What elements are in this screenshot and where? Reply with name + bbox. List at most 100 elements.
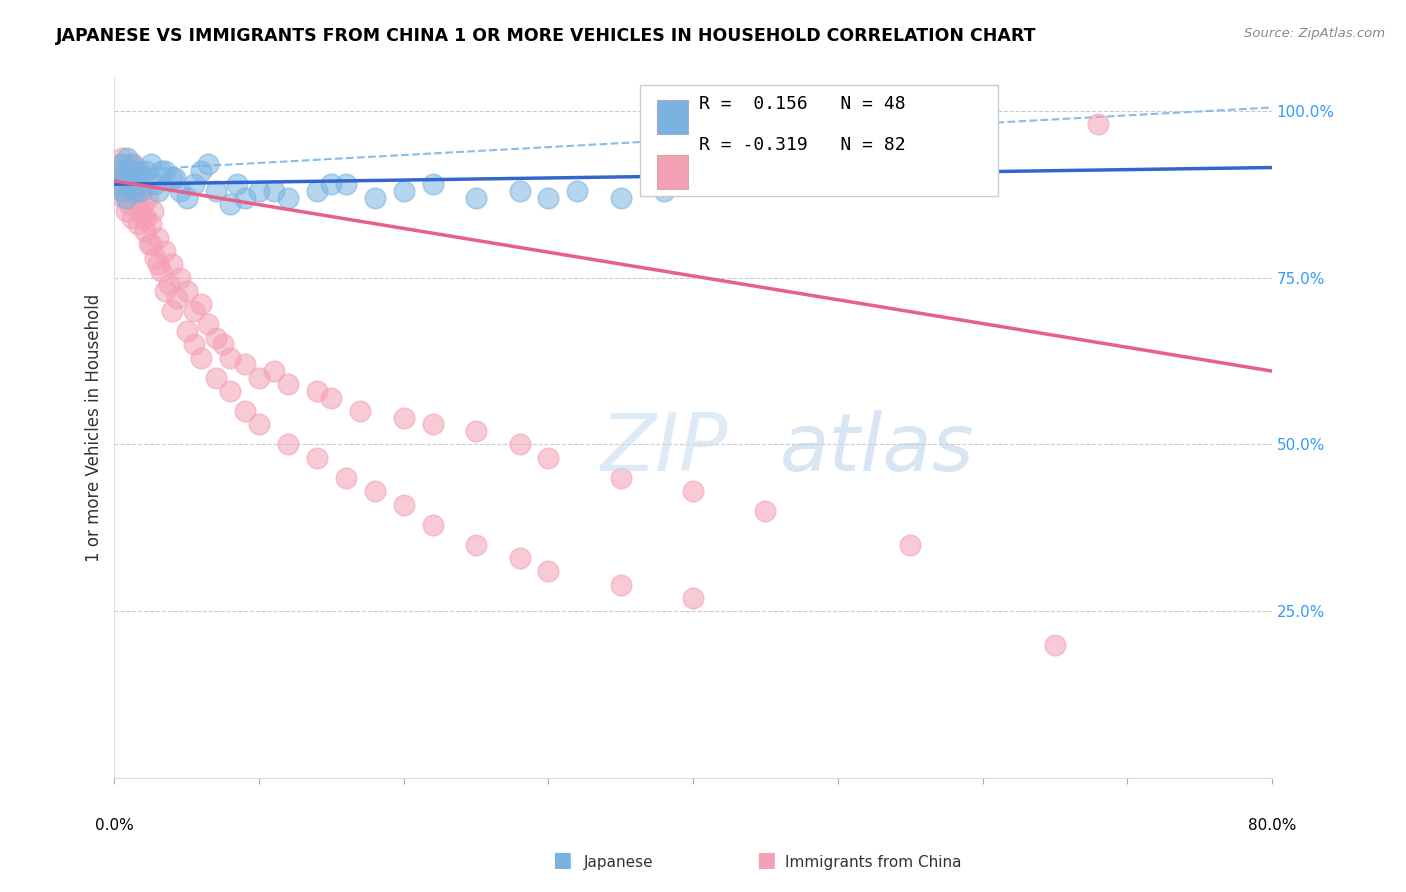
Point (124, 184, 146, 198)
Point (108, 178, 131, 192)
Point (190, 351, 212, 365)
Point (305, 450, 328, 465)
Point (176, 284, 198, 298)
Point (118, 170, 141, 185)
Point (124, 190, 146, 204)
Point (118, 197, 141, 211)
Text: Japanese: Japanese (583, 855, 654, 870)
Point (146, 257, 169, 271)
Point (131, 184, 153, 198)
Point (1043, 638, 1066, 652)
Point (567, 184, 589, 198)
Point (422, 178, 444, 192)
Point (112, 184, 135, 198)
Point (128, 164, 150, 178)
Text: atlas: atlas (780, 409, 974, 488)
Point (165, 170, 187, 185)
Point (197, 318, 219, 332)
Point (114, 170, 136, 185)
Point (125, 178, 148, 192)
Point (509, 550, 531, 565)
Point (162, 170, 184, 185)
Point (114, 164, 136, 178)
Point (219, 384, 242, 398)
Point (247, 370, 270, 384)
Point (277, 190, 299, 204)
Point (212, 337, 235, 351)
Point (465, 538, 488, 552)
Point (107, 164, 129, 178)
Point (129, 203, 152, 218)
Point (132, 170, 155, 185)
Point (247, 184, 270, 198)
Point (226, 178, 249, 192)
Point (1087, 117, 1109, 131)
Point (610, 190, 633, 204)
Point (135, 164, 157, 178)
Point (190, 164, 212, 178)
Point (422, 417, 444, 432)
Point (364, 484, 387, 499)
Text: JAPANESE VS IMMIGRANTS FROM CHINA 1 OR MORE VEHICLES IN HOUSEHOLD CORRELATION CH: JAPANESE VS IMMIGRANTS FROM CHINA 1 OR M… (56, 27, 1036, 45)
Point (120, 178, 142, 192)
Point (197, 157, 219, 171)
Point (682, 484, 704, 499)
Point (335, 471, 357, 485)
Point (111, 157, 134, 171)
Point (204, 370, 226, 384)
Point (321, 391, 343, 405)
Point (305, 384, 328, 398)
Point (143, 178, 166, 192)
Point (115, 190, 138, 204)
Point (682, 591, 704, 605)
Point (754, 504, 776, 518)
Text: R =  0.156   N = 48: R = 0.156 N = 48 (699, 95, 905, 113)
Point (349, 404, 371, 418)
Point (132, 197, 155, 211)
Point (129, 184, 152, 198)
Point (132, 211, 155, 225)
Point (183, 304, 205, 318)
Point (204, 184, 226, 198)
Point (233, 358, 256, 372)
Point (142, 203, 165, 218)
Point (120, 184, 142, 198)
Point (176, 324, 198, 338)
Point (117, 178, 139, 192)
Point (169, 270, 191, 285)
Point (321, 178, 343, 192)
Point (305, 184, 328, 198)
Text: Source: ZipAtlas.com: Source: ZipAtlas.com (1244, 27, 1385, 40)
Point (122, 170, 145, 185)
Point (176, 190, 198, 204)
Point (898, 538, 921, 552)
Point (157, 277, 180, 292)
Point (247, 417, 270, 432)
Point (610, 577, 633, 591)
Text: ■: ■ (553, 850, 572, 870)
Point (263, 364, 285, 378)
Point (219, 197, 242, 211)
Point (153, 284, 176, 298)
Point (537, 450, 560, 465)
Point (392, 184, 415, 198)
Point (263, 184, 285, 198)
Point (465, 424, 488, 438)
Point (537, 190, 560, 204)
Point (277, 377, 299, 392)
Point (392, 498, 415, 512)
Point (146, 230, 169, 244)
Point (112, 190, 135, 204)
Text: 80.0%: 80.0% (1247, 818, 1296, 833)
Point (107, 157, 129, 171)
Point (166, 291, 188, 305)
Point (183, 178, 205, 192)
Point (125, 164, 148, 178)
Point (277, 437, 299, 451)
Text: ZIP: ZIP (600, 409, 728, 488)
Point (233, 190, 256, 204)
Point (169, 184, 191, 198)
Point (118, 164, 141, 178)
Point (139, 157, 162, 171)
Point (204, 331, 226, 345)
